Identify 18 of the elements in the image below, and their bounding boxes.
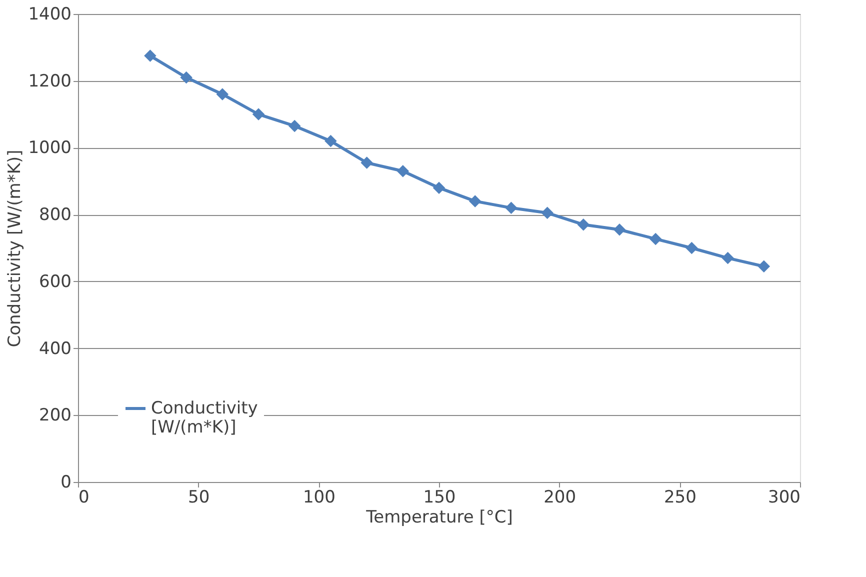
y-tick-label: 800: [39, 205, 72, 226]
x-axis-title: Temperature [°C]: [365, 508, 513, 528]
y-tick-label: 1400: [28, 4, 72, 24]
x-tick-label: 200: [544, 488, 576, 508]
y-tick-label: 600: [39, 272, 72, 292]
y-tick-label: 1200: [28, 71, 72, 92]
x-tick-label: 0: [78, 488, 90, 508]
x-tick-label: 250: [664, 488, 696, 508]
x-tick-label: 150: [423, 488, 456, 508]
y-axis-title: Conductivity [W/(m*K)]: [5, 150, 26, 348]
legend-label: Conductivity [W/(m*K)]: [151, 398, 258, 438]
x-tick-label: 100: [302, 488, 336, 508]
y-tick-label: 200: [39, 406, 72, 426]
y-tick-label: 1000: [28, 138, 72, 158]
x-tick-label: 50: [188, 488, 210, 508]
y-tick-label: 400: [39, 338, 72, 359]
y-tick-label: 0: [60, 472, 72, 492]
x-tick-label: 300: [768, 488, 800, 508]
